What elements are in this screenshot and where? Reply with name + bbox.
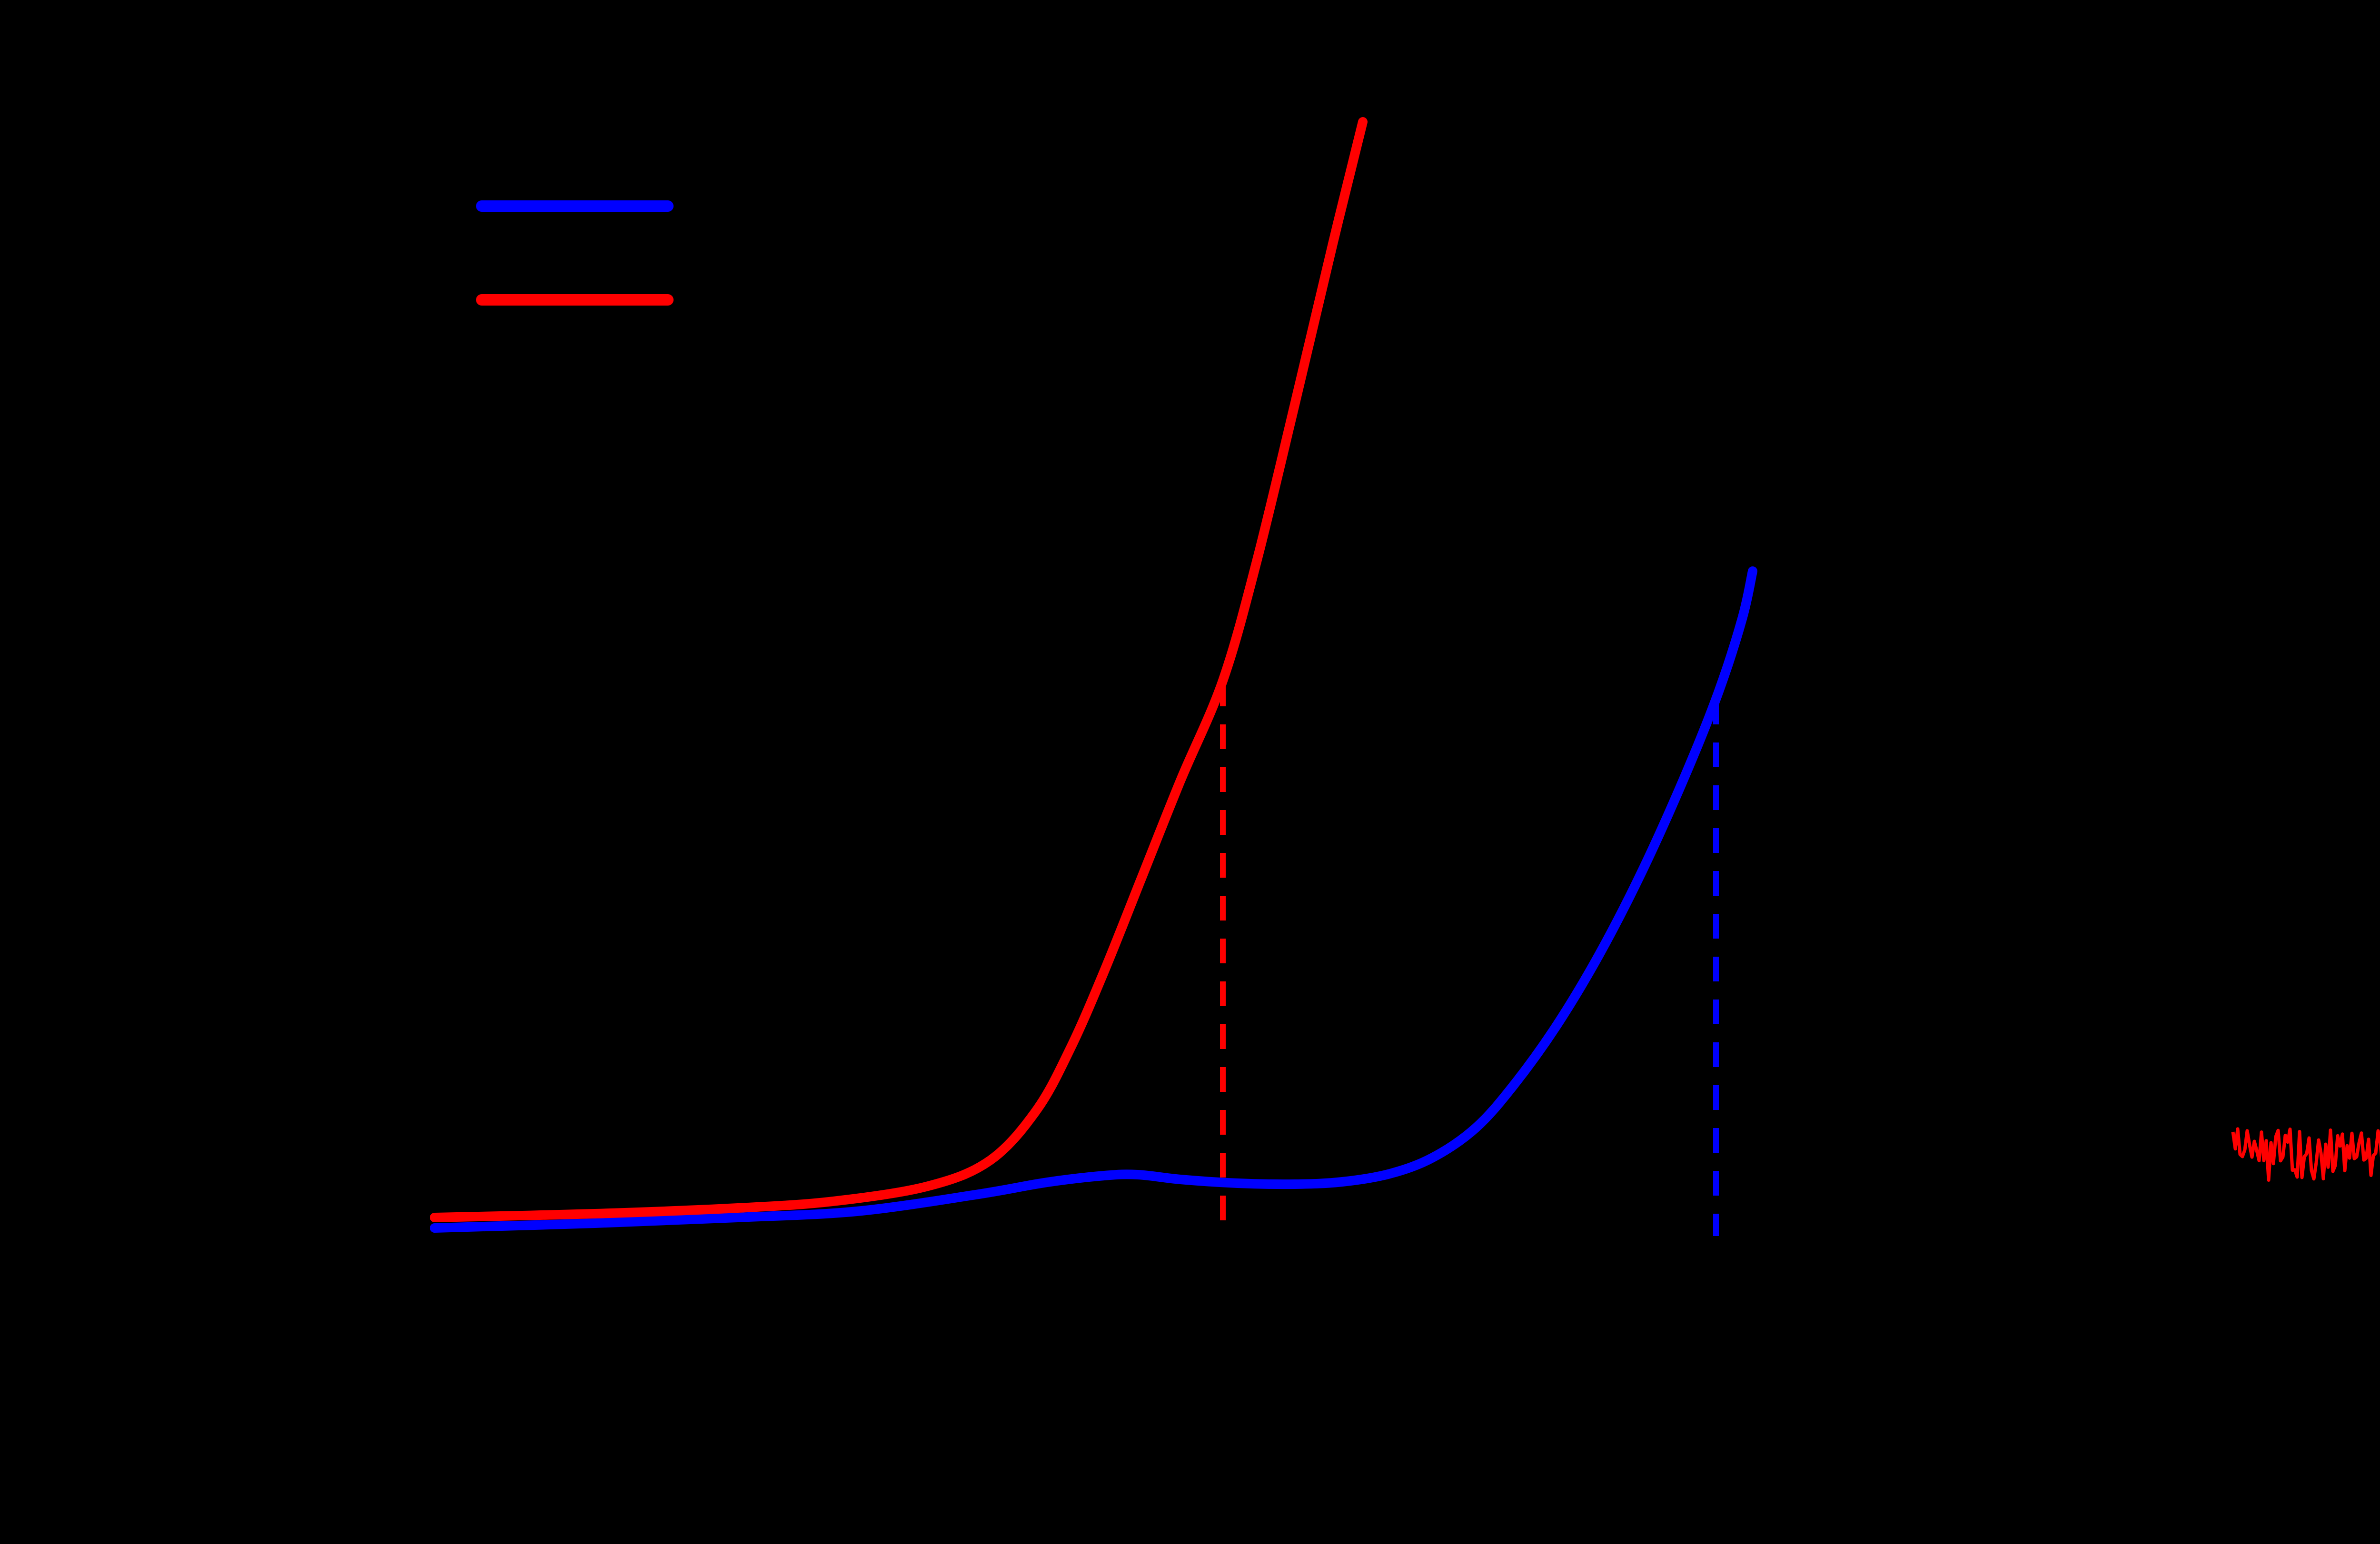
blue-curve [430,566,1757,1233]
bottom-spectrum-noise-trace [2231,1127,2380,1182]
panel-a-lsv-chart [430,117,1757,1236]
panel-b-nmr-spectra: ♣♥♥♣♥♥ [2231,1127,2380,1182]
red-curve [430,117,1368,1222]
